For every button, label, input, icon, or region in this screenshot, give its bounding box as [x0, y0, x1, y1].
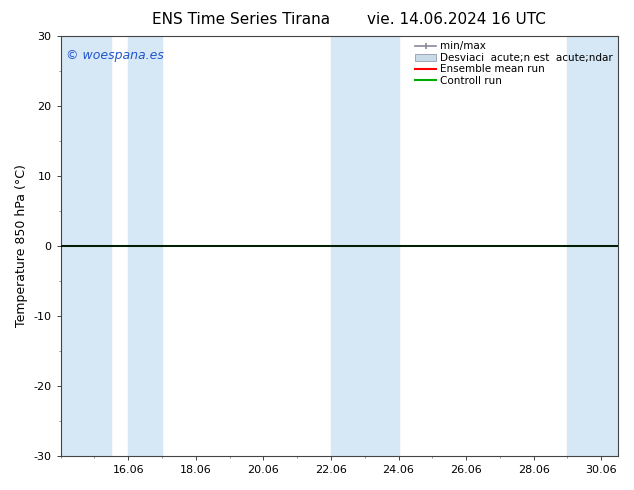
Text: © woespana.es: © woespana.es [67, 49, 164, 62]
Bar [567, 36, 618, 456]
Bar [128, 36, 162, 456]
Text: vie. 14.06.2024 16 UTC: vie. 14.06.2024 16 UTC [367, 12, 546, 27]
Y-axis label: Temperature 850 hPa (°C): Temperature 850 hPa (°C) [15, 165, 28, 327]
Legend: min/max, Desviaci  acute;n est  acute;ndar, Ensemble mean run, Controll run: min/max, Desviaci acute;n est acute;ndar… [413, 39, 615, 88]
Bar [61, 36, 112, 456]
Bar [331, 36, 399, 456]
Text: ENS Time Series Tirana: ENS Time Series Tirana [152, 12, 330, 27]
